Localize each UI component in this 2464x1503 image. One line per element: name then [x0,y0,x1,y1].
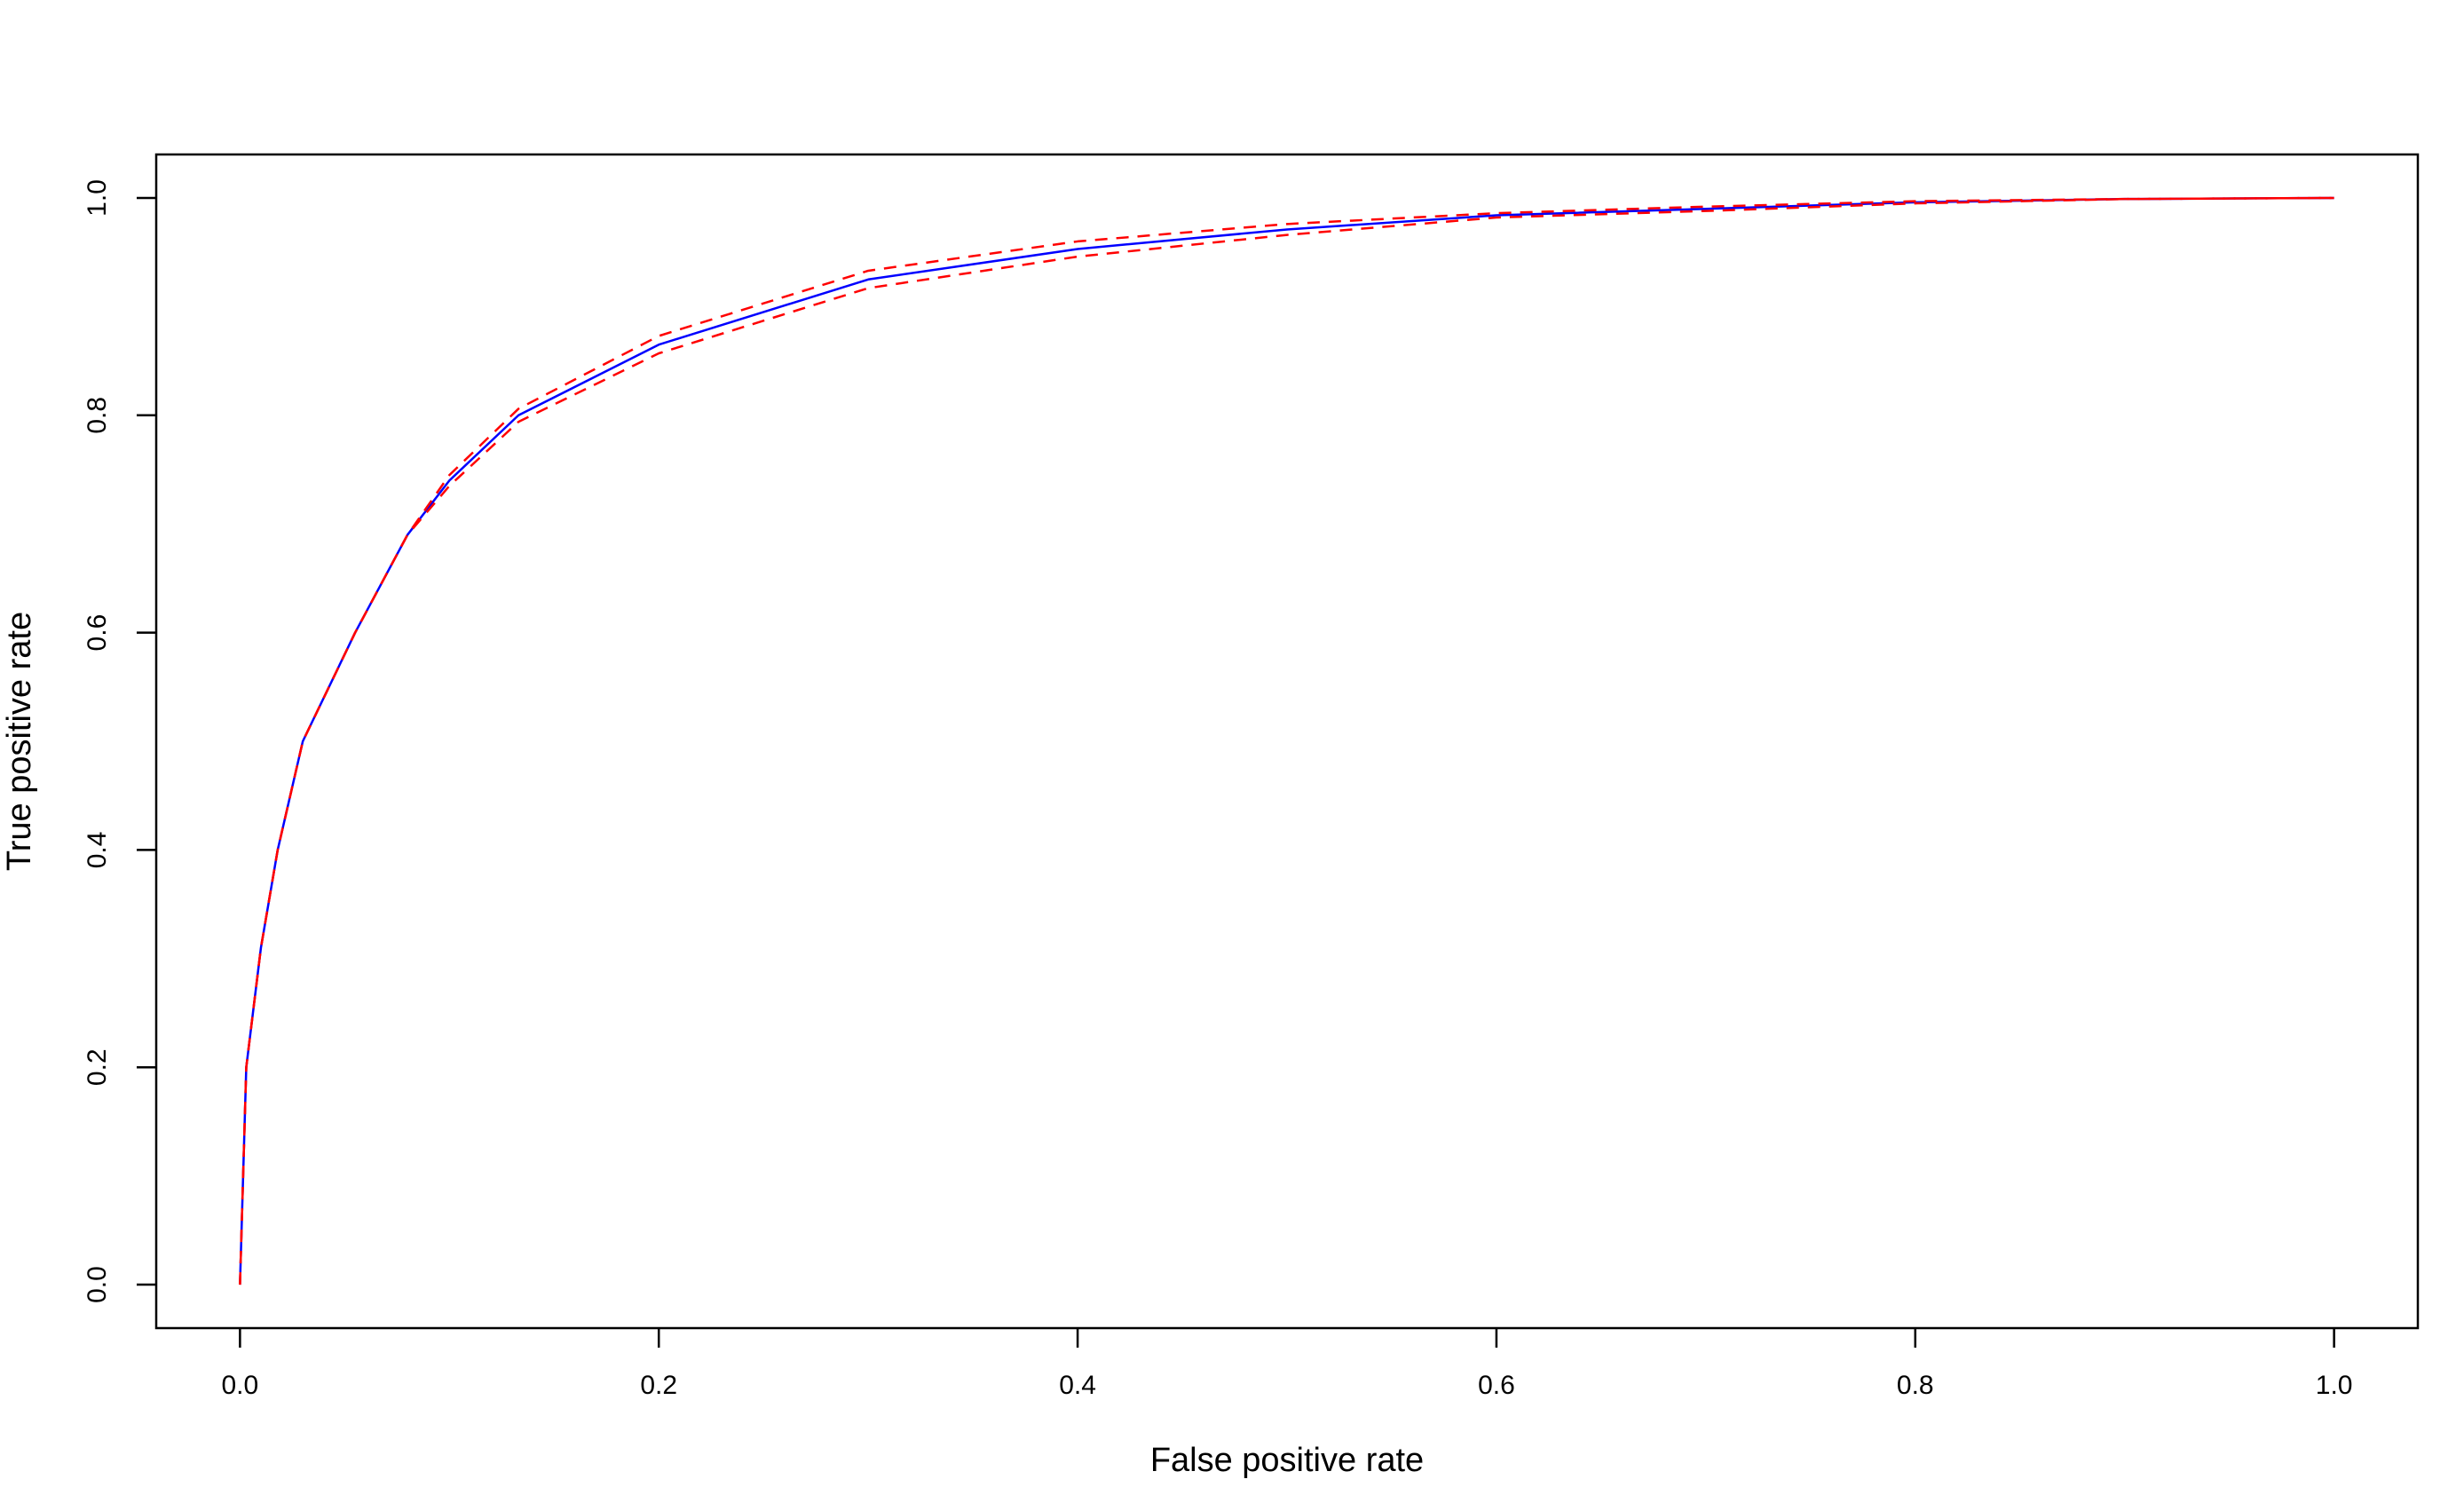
roc-line [239,196,2334,1285]
y-tick-label: 1.0 [83,179,112,217]
x-tick-label: 0.8 [1897,1371,1934,1400]
x-tick-label: 0.6 [1478,1371,1515,1400]
y-tick-label: 0.2 [83,1048,112,1086]
x-tick-label: 0.4 [1059,1371,1096,1400]
roc-line [239,196,2334,1285]
x-tick-label: 1.0 [2316,1371,2353,1400]
y-tick-label: 0.8 [83,397,112,434]
x-tick-label: 0.0 [222,1371,259,1400]
y-tick-label: 0.4 [83,832,112,869]
y-axis-title: True positive rate [1,612,38,871]
x-axis-title: False positive rate [1150,1442,1424,1479]
roc-line [239,196,2334,1285]
plot-box [154,153,2420,1330]
y-tick-label: 0.0 [83,1266,112,1303]
x-tick-label: 0.2 [640,1371,677,1400]
y-tick-label: 0.6 [83,614,112,652]
